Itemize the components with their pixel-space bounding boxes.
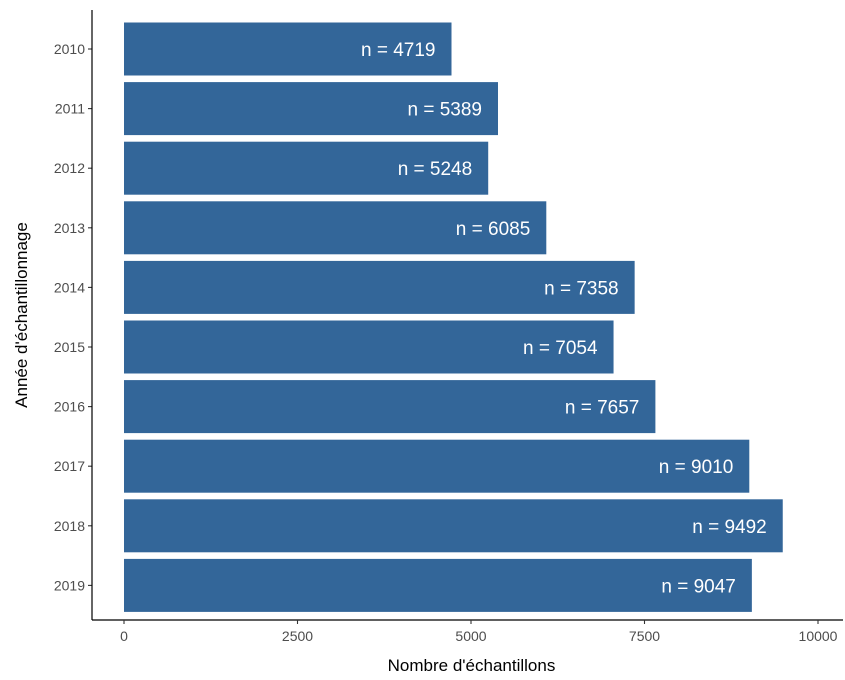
y-axis: 2010 2011 2012 2013 2014 2015 2016 2017 2018 2019 xyxy=(54,10,93,620)
bar-data-label-2019: n = 9047 xyxy=(661,576,736,597)
y-tick-label-2013: 2013 xyxy=(54,220,85,236)
bar-2016 xyxy=(124,380,656,434)
y-tick-label-2014: 2014 xyxy=(54,279,85,295)
bar-data-label-2014: n = 7358 xyxy=(544,278,619,299)
bar-2019 xyxy=(124,558,752,612)
y-tick-label-2011: 2011 xyxy=(55,101,85,117)
bars-group xyxy=(124,22,783,612)
x-axis: 0 2500 5000 7500 10000 xyxy=(92,619,843,644)
bar-data-label-2010: n = 4719 xyxy=(361,40,436,61)
y-tick-label-2016: 2016 xyxy=(54,399,85,415)
x-tick-label-2500: 2500 xyxy=(282,628,313,644)
bar-2013 xyxy=(124,201,547,255)
bar-data-label-2012: n = 5248 xyxy=(398,159,473,180)
bar-2011 xyxy=(124,82,498,136)
y-tick-label-2015: 2015 xyxy=(54,339,85,355)
y-tick-label-2019: 2019 xyxy=(54,577,85,593)
y-axis-title: Année d'échantillonnage xyxy=(12,222,31,408)
x-tick-label-7500: 7500 xyxy=(629,628,660,644)
y-tick-label-2010: 2010 xyxy=(54,41,85,57)
bar-data-label-2017: n = 9010 xyxy=(659,457,734,478)
x-axis-title: Nombre d'échantillons xyxy=(388,656,556,675)
bar-data-label-2011: n = 5389 xyxy=(407,100,482,121)
bar-2012 xyxy=(124,141,489,195)
bar-labels-group: n = 4719 n = 5389 n = 5248 n = 6085 n = 7358… xyxy=(361,40,767,597)
bar-2014 xyxy=(124,260,635,314)
y-tick-label-2018: 2018 xyxy=(54,518,85,534)
x-tick-label-10000: 10000 xyxy=(799,628,838,644)
bar-data-label-2015: n = 7054 xyxy=(523,338,598,359)
bar-2015 xyxy=(124,320,614,374)
bar-2018 xyxy=(124,499,783,553)
x-tick-label-0: 0 xyxy=(120,628,128,644)
bar-data-label-2013: n = 6085 xyxy=(456,219,531,240)
bar-2017 xyxy=(124,439,750,493)
bar-data-label-2016: n = 7657 xyxy=(565,398,640,419)
y-tick-label-2017: 2017 xyxy=(54,458,85,474)
bar-data-label-2018: n = 9492 xyxy=(692,517,767,538)
y-tick-label-2012: 2012 xyxy=(54,160,85,176)
x-tick-label-5000: 5000 xyxy=(455,628,486,644)
bar-2010 xyxy=(124,22,452,76)
